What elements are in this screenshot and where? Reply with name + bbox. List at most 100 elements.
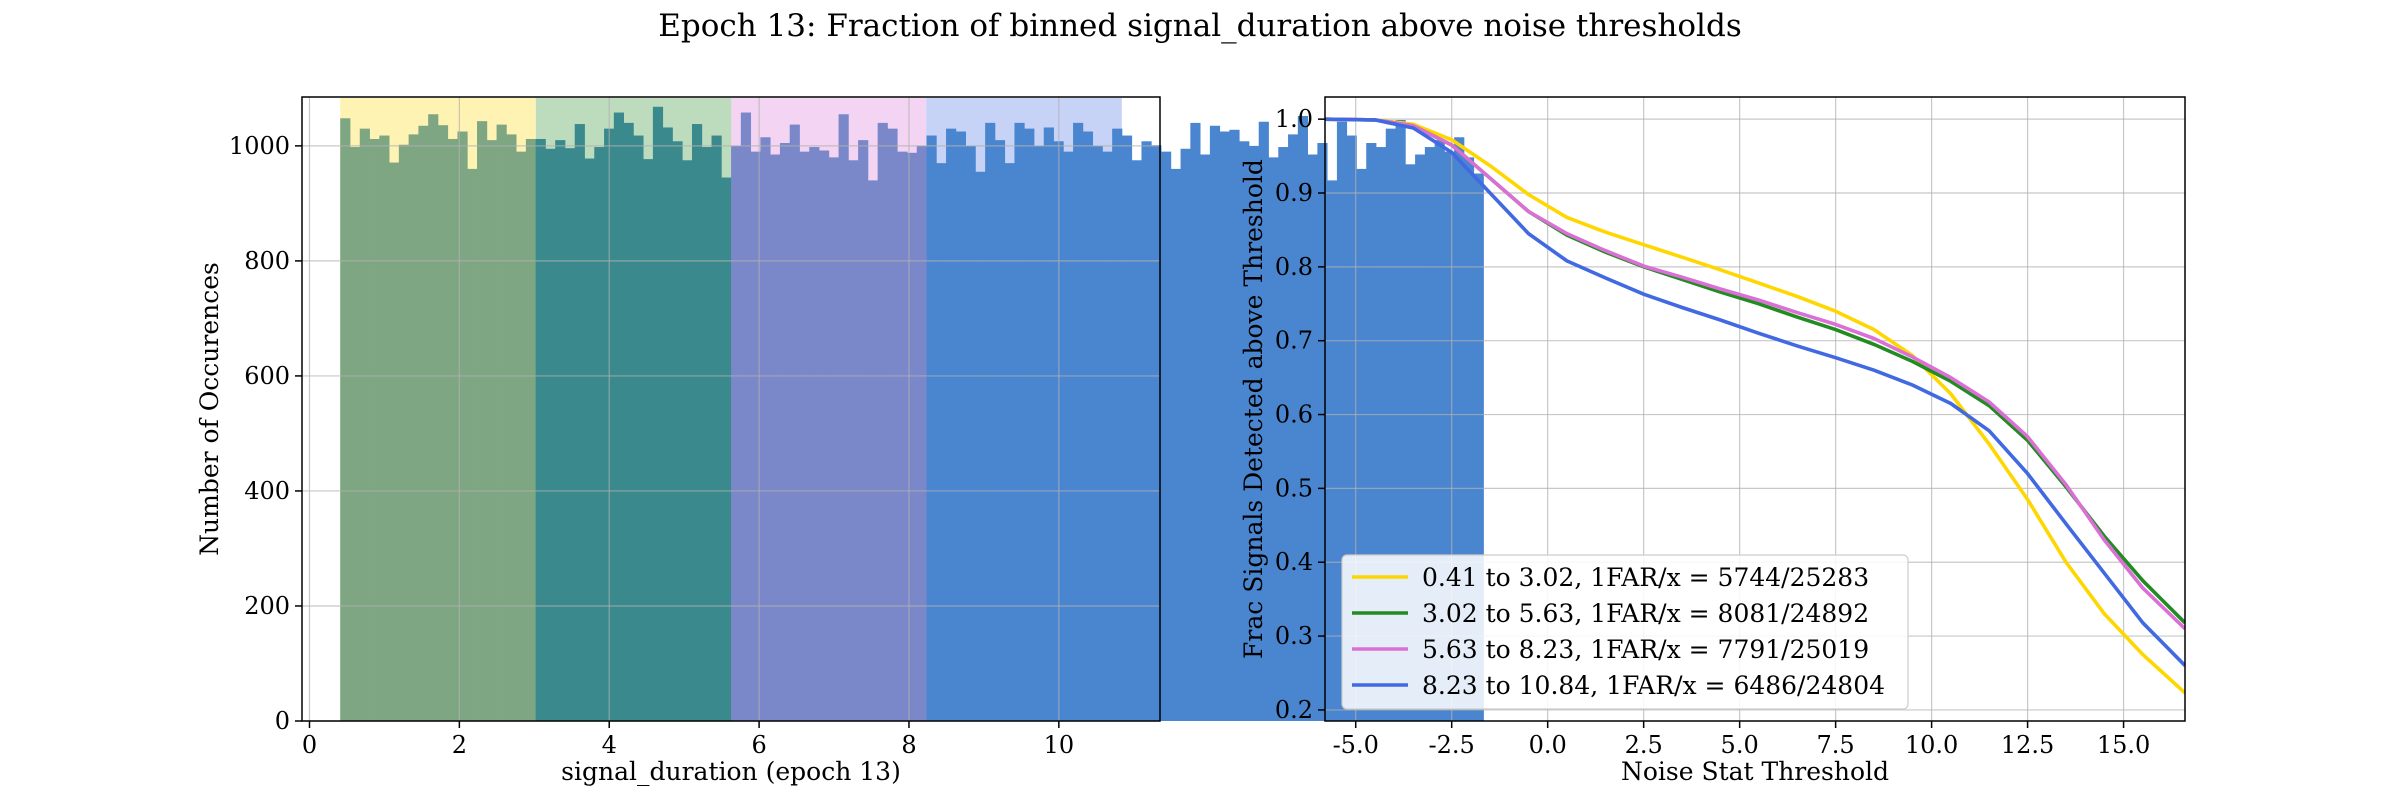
series-line-3 xyxy=(1325,117,2185,630)
histogram-bar xyxy=(750,151,761,722)
histogram-bar xyxy=(584,158,595,721)
plot-frame xyxy=(1324,96,2186,722)
legend-entry-1: 0.41 to 3.02, 1FAR/x = 5744/25283 xyxy=(1422,563,1869,592)
x-tick-label: 6 xyxy=(751,731,766,759)
y-tick-label: 0.9 xyxy=(1275,179,1313,207)
histogram-bar xyxy=(828,157,839,722)
histogram-bar xyxy=(955,131,966,722)
y-tick-label: 0.3 xyxy=(1275,622,1313,650)
y-tick-label: 0 xyxy=(275,707,290,735)
histogram-bar xyxy=(1092,145,1103,722)
histogram-bar xyxy=(711,135,722,721)
histogram-bar xyxy=(799,151,810,722)
y-tick-label: 200 xyxy=(244,592,290,620)
series-line-4 xyxy=(1325,117,2185,667)
histogram-bar xyxy=(779,143,791,721)
x-tick-label: 4 xyxy=(602,731,617,759)
y-tick-label: 0.5 xyxy=(1275,474,1313,502)
x-axis-label: Noise Stat Threshold xyxy=(1621,757,1889,786)
histogram-bar xyxy=(662,127,673,722)
y-tick-label: 0.6 xyxy=(1275,401,1313,429)
histogram-bar xyxy=(1317,143,1328,721)
histogram-bar xyxy=(1141,141,1152,721)
histogram-bar xyxy=(1366,143,1377,721)
histogram-bar xyxy=(1356,168,1367,721)
histogram-bar xyxy=(623,122,634,721)
histogram-bar xyxy=(887,128,898,721)
histogram-bar xyxy=(447,138,458,722)
histogram-bar xyxy=(916,145,927,722)
y-tick-label: 600 xyxy=(244,362,290,390)
histogram-bar xyxy=(1014,122,1025,721)
histogram-bar xyxy=(936,163,947,721)
histogram-bar xyxy=(975,171,986,721)
histogram-bar xyxy=(1434,140,1445,721)
histogram-bar xyxy=(1307,154,1318,721)
histogram-bar xyxy=(369,138,380,722)
histogram-bar xyxy=(1327,180,1338,721)
histogram-bar xyxy=(1004,163,1015,721)
histogram-bar xyxy=(1112,128,1123,721)
histogram-bar xyxy=(408,134,419,721)
histogram-bar xyxy=(1288,134,1299,721)
x-tick-label: 10 xyxy=(1044,731,1075,759)
histogram-bar xyxy=(545,148,556,721)
histogram-bar xyxy=(1063,151,1074,722)
histogram-bar xyxy=(1219,131,1230,722)
x-axis-label: signal_duration (epoch 13) xyxy=(561,757,901,786)
histogram-bar xyxy=(1395,120,1406,721)
histogram-bar xyxy=(897,151,908,722)
histogram-bar xyxy=(1161,151,1172,722)
histogram-bar xyxy=(809,147,820,721)
series-line-1 xyxy=(1325,117,2185,695)
x-tick-label: 5.0 xyxy=(1721,731,1759,759)
histogram-bar xyxy=(858,140,869,721)
line-chart: -5.0 -2.5 0.0 2.5 5.0 7.5 10.0 12.5 15.0 0.2 0.3 0.… xyxy=(1239,96,2186,786)
histogram-bar xyxy=(1180,148,1191,721)
histogram-bar xyxy=(946,128,957,721)
histogram-bar xyxy=(1336,121,1348,721)
histogram-bar xyxy=(340,118,351,721)
histogram-bar xyxy=(389,162,400,722)
histogram-bar xyxy=(1033,145,1045,722)
histogram-bar xyxy=(672,141,683,721)
y-tick-label: 0.2 xyxy=(1275,696,1313,724)
histogram-bar xyxy=(506,134,517,721)
histogram-bar xyxy=(740,112,752,722)
histogram-bar xyxy=(965,145,976,722)
histogram-bar xyxy=(1151,145,1162,721)
histogram-bar xyxy=(721,177,732,722)
histogram-bar xyxy=(652,106,664,721)
histogram-bar xyxy=(1121,135,1133,721)
histogram-bar xyxy=(1248,145,1260,722)
histogram-bar xyxy=(1444,151,1455,722)
x-tick-label: -2.5 xyxy=(1429,731,1475,759)
x-tick-label: 2 xyxy=(452,731,467,759)
histogram-bar xyxy=(926,135,937,721)
histogram-bar xyxy=(594,147,605,721)
y-tick-label: 0.7 xyxy=(1275,327,1313,355)
histogram-bar xyxy=(1102,151,1113,722)
legend-entry-3: 5.63 to 8.23, 1FAR/x = 7791/25019 xyxy=(1422,635,1869,664)
y-tick-label: 1.0 xyxy=(1275,105,1313,133)
histogram-bar xyxy=(1375,147,1387,721)
histogram-bar xyxy=(428,114,439,721)
histogram-bar xyxy=(1131,160,1142,721)
histogram-bar xyxy=(701,147,712,721)
histogram-bar xyxy=(770,154,781,721)
histogram-bar xyxy=(1082,131,1094,722)
histogram-bar xyxy=(1405,164,1416,722)
histogram-bar xyxy=(516,151,527,722)
histogram-bar xyxy=(848,160,859,721)
x-tick-label: 8 xyxy=(901,731,916,759)
y-tick-label: 800 xyxy=(244,247,290,275)
histogram-bar xyxy=(819,150,830,721)
histogram-bar xyxy=(1190,122,1201,721)
histogram-bar xyxy=(1200,154,1211,721)
histogram-bar xyxy=(1415,154,1426,721)
histogram-bar xyxy=(564,148,576,722)
histogram-bar xyxy=(1229,129,1240,722)
histogram-bar xyxy=(994,140,1006,721)
histogram-bar xyxy=(525,138,537,722)
histogram-bar xyxy=(1170,168,1181,721)
